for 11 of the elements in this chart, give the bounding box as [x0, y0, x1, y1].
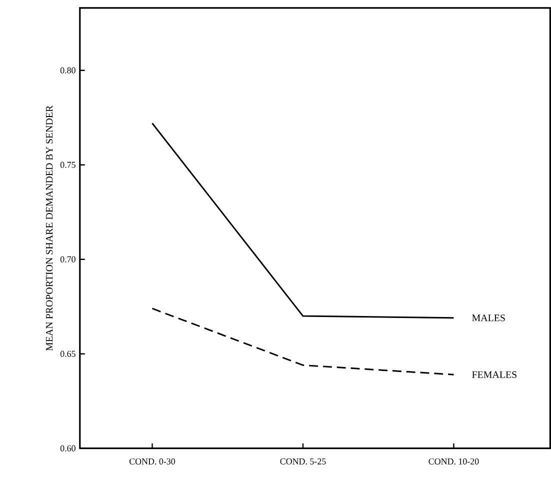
y-tick-label: 0.65: [60, 350, 76, 357]
x-tick-label: COND. 0-30: [129, 458, 176, 464]
y-tick-label: 0.70: [60, 256, 76, 262]
x-tick-label: COND. 5-25: [280, 458, 326, 464]
y-axis-title: MEAN PROPORTION SHARE DEMANDED BY SENDER: [46, 105, 53, 351]
series-label: MALES: [472, 314, 505, 322]
x-tick-label: COND. 10-20: [428, 458, 479, 464]
y-tick-label: 0.60: [60, 445, 76, 452]
y-tick-label: 0.80: [60, 67, 76, 74]
series-label: FEMALES: [472, 371, 516, 378]
y-tick-label: 0.75: [60, 162, 76, 168]
